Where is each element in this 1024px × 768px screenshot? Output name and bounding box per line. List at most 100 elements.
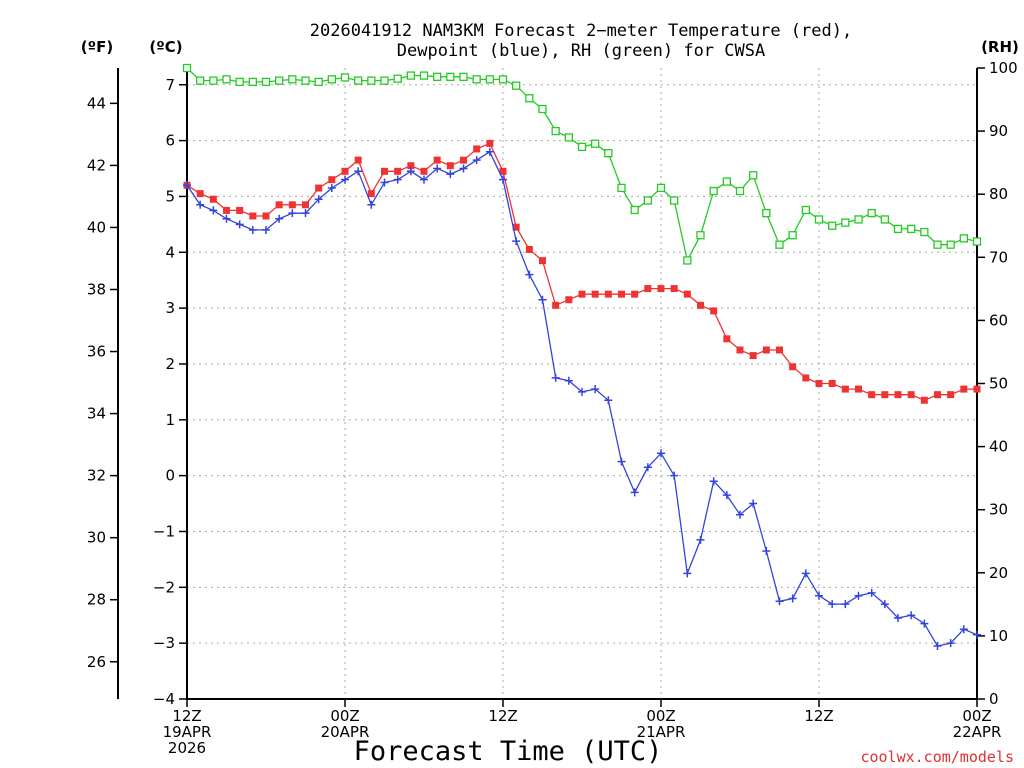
- temperature-point: [868, 391, 876, 399]
- rh-point: [972, 237, 982, 246]
- rh-point: [762, 208, 771, 218]
- rh-point: [235, 77, 244, 87]
- celsius-tick-label: −1: [153, 522, 175, 540]
- dewpoint-point: [354, 167, 363, 176]
- celsius-tick-label: 1: [165, 411, 175, 429]
- celsius-tick-label: 0: [165, 467, 175, 485]
- x-axis-label: Forecast Time (UTC): [354, 736, 663, 767]
- dewpoint-point: [196, 200, 205, 209]
- rh-point: [670, 196, 679, 205]
- rh-tick-label: 60: [989, 311, 1008, 329]
- dewpoint-point: [841, 600, 850, 609]
- rh-point: [380, 76, 389, 85]
- rh-point: [538, 104, 547, 114]
- rh-point: [709, 186, 718, 196]
- dewpoint-point: [367, 200, 376, 209]
- dewpoint-point: [604, 396, 613, 405]
- rh-series: [182, 63, 982, 265]
- rh-point: [406, 71, 415, 80]
- rh-point: [867, 208, 876, 218]
- celsius-tick-label: 3: [165, 299, 175, 317]
- rh-point: [314, 77, 323, 87]
- rh-point: [907, 224, 916, 234]
- chart-title-line-2: Dewpoint (blue), RH (green) for CWSA: [397, 41, 765, 61]
- rh-point: [841, 218, 850, 227]
- fahrenheit-tick-label: 30: [87, 529, 106, 547]
- temperature-point: [196, 190, 204, 198]
- rh-point: [222, 75, 231, 84]
- dewpoint-point: [578, 387, 586, 396]
- axes: −4−3−2−101234567262830323436384042440102…: [87, 59, 1018, 757]
- rh-point: [301, 76, 310, 85]
- rh-point: [788, 231, 797, 240]
- rh-point: [525, 94, 534, 103]
- dewpoint-point: [630, 488, 639, 497]
- dewpoint-point: [420, 175, 428, 184]
- rh-point: [801, 205, 810, 215]
- dewpoint-point: [657, 449, 665, 458]
- temperature-point: [789, 363, 797, 371]
- dewpoint-point: [314, 195, 323, 204]
- temperature-point: [315, 184, 323, 192]
- temperature-point: [446, 162, 454, 170]
- temperature-point: [631, 290, 639, 298]
- dewpoint-point: [867, 588, 876, 597]
- dewpoint-point: [525, 270, 534, 279]
- chart-title-line-1: 2026041912 NAM3KM Forecast 2−meter Tempe…: [310, 21, 852, 41]
- rh-tick-label: 100: [989, 59, 1018, 77]
- x-tick-label: 19APR: [163, 723, 212, 741]
- rh-point: [630, 205, 639, 215]
- temperature-point: [828, 380, 836, 387]
- temperature-point: [604, 290, 612, 298]
- temperature-point: [433, 156, 441, 164]
- dewpoint-point: [749, 499, 758, 508]
- dewpoint-point: [920, 619, 929, 628]
- temperature-point: [223, 206, 230, 214]
- temperature-point: [341, 167, 349, 175]
- temperature-point: [486, 139, 494, 147]
- dewpoint-point: [406, 167, 415, 176]
- rh-point: [656, 183, 666, 193]
- temperature-point: [907, 391, 915, 399]
- series-layer: [182, 63, 982, 650]
- rh-point: [696, 231, 705, 240]
- temperature-point: [473, 145, 481, 153]
- rh-point: [209, 76, 218, 85]
- temperature-point: [644, 285, 652, 293]
- fahrenheit-tick-label: 28: [87, 591, 106, 609]
- temperature-point: [670, 285, 678, 293]
- dewpoint-point: [459, 164, 468, 173]
- rh-point: [275, 76, 284, 85]
- temperature-point: [855, 385, 862, 393]
- x-tick-label: 00Z: [646, 707, 675, 725]
- rh-point: [946, 240, 955, 249]
- rh-point: [814, 215, 824, 224]
- temperature-point: [894, 391, 902, 399]
- dewpoint-point: [288, 209, 297, 218]
- temperature-point: [407, 162, 415, 170]
- dewpoint-point: [538, 295, 547, 304]
- dewpoint-point: [736, 510, 744, 519]
- temperature-point: [525, 245, 533, 253]
- dewpoint-point: [973, 630, 981, 639]
- celsius-tick-label: −3: [153, 634, 175, 652]
- x-tick-label: 20APR: [321, 723, 370, 741]
- temperature-point: [552, 301, 560, 309]
- temperature-point: [591, 290, 599, 298]
- dewpoint-point: [854, 591, 863, 600]
- temperature-point: [657, 285, 665, 293]
- dewpoint-point: [762, 547, 771, 556]
- dewpoint-point: [262, 225, 270, 234]
- rh-point: [604, 149, 613, 158]
- rh-tick-label: 80: [989, 185, 1008, 203]
- dewpoint-point: [551, 373, 560, 382]
- x-tick-label: 12Z: [804, 707, 833, 725]
- temperature-point: [262, 212, 270, 220]
- x-tick-label: 21APR: [637, 723, 686, 741]
- dewpoint-point: [670, 471, 679, 480]
- dewpoint-point: [788, 594, 797, 603]
- dewpoint-point: [235, 220, 244, 229]
- celsius-tick-label: 4: [165, 243, 175, 261]
